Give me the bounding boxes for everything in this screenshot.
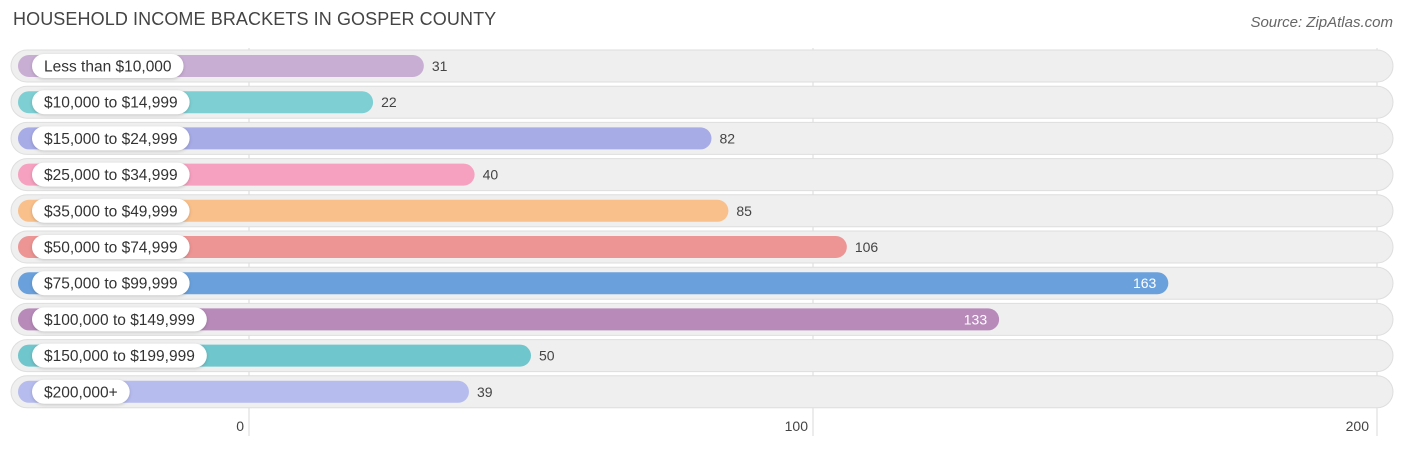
bar[interactable] <box>18 199 729 222</box>
value-label: 106 <box>855 239 879 255</box>
bar-row: $200,000+ 39 <box>10 375 1394 409</box>
bar[interactable] <box>18 272 1169 295</box>
category-label: $10,000 to $14,999 <box>44 95 178 112</box>
value-label: 85 <box>736 203 752 219</box>
bar[interactable] <box>18 127 712 150</box>
category-label-pill <box>32 307 207 332</box>
bar[interactable] <box>18 236 847 258</box>
bar-row: $150,000 to $199,999 50 <box>10 339 1394 373</box>
source-credit: Source: ZipAtlas.com <box>1250 14 1393 31</box>
bar-row: $25,000 to $34,999 40 <box>10 158 1394 192</box>
bar-row: $35,000 to $49,999 85 <box>10 194 1394 228</box>
value-label: 39 <box>477 384 493 400</box>
value-label: 40 <box>483 167 499 183</box>
category-label: $25,000 to $34,999 <box>44 167 178 184</box>
category-label-pill <box>32 90 190 115</box>
bar[interactable] <box>18 380 469 403</box>
category-label-pill <box>32 126 190 151</box>
category-label: $35,000 to $49,999 <box>44 203 178 220</box>
category-label: $100,000 to $149,999 <box>44 312 195 329</box>
bar-row: $10,000 to $14,999 22 <box>10 85 1394 119</box>
category-label: Less than $10,000 <box>44 59 172 76</box>
category-label-pill <box>32 379 130 404</box>
bar-row: $15,000 to $24,999 82 <box>10 121 1394 155</box>
category-label: $15,000 to $24,999 <box>44 131 178 148</box>
tick-label-0: 0 <box>236 418 244 434</box>
category-label-pill <box>32 271 190 296</box>
value-label: 82 <box>719 130 735 146</box>
bar-row: $75,000 to $99,999 163 <box>10 266 1394 300</box>
category-label: $150,000 to $199,999 <box>44 348 195 365</box>
bar[interactable] <box>18 308 1000 331</box>
category-label-pill <box>32 54 184 78</box>
value-label: 133 <box>964 311 988 327</box>
bar-row: Less than $10,000 31 <box>10 49 1394 83</box>
category-label: $50,000 to $74,999 <box>44 240 178 257</box>
bar-row: $50,000 to $74,999 106 <box>10 230 1394 264</box>
chart-title: HOUSEHOLD INCOME BRACKETS IN GOSPER COUN… <box>13 9 497 29</box>
category-label-pill <box>32 162 190 187</box>
category-label-pill <box>32 343 207 368</box>
category-label-pill <box>32 235 190 259</box>
category-label: $75,000 to $99,999 <box>44 276 178 293</box>
value-label: 50 <box>539 348 555 364</box>
category-label: $200,000+ <box>44 384 118 401</box>
value-label: 22 <box>381 94 397 110</box>
ticks-layer: 0 100 200 <box>236 418 1369 434</box>
value-label: 163 <box>1133 275 1157 291</box>
tick-label-200: 200 <box>1346 418 1370 434</box>
bar-row: $100,000 to $149,999 133 <box>10 302 1394 336</box>
category-label-pill <box>32 198 190 223</box>
rows-layer: Less than $10,000 31$10,000 to $14,999 22$… <box>10 49 1394 409</box>
tick-label-100: 100 <box>785 418 809 434</box>
value-label: 31 <box>432 58 448 74</box>
